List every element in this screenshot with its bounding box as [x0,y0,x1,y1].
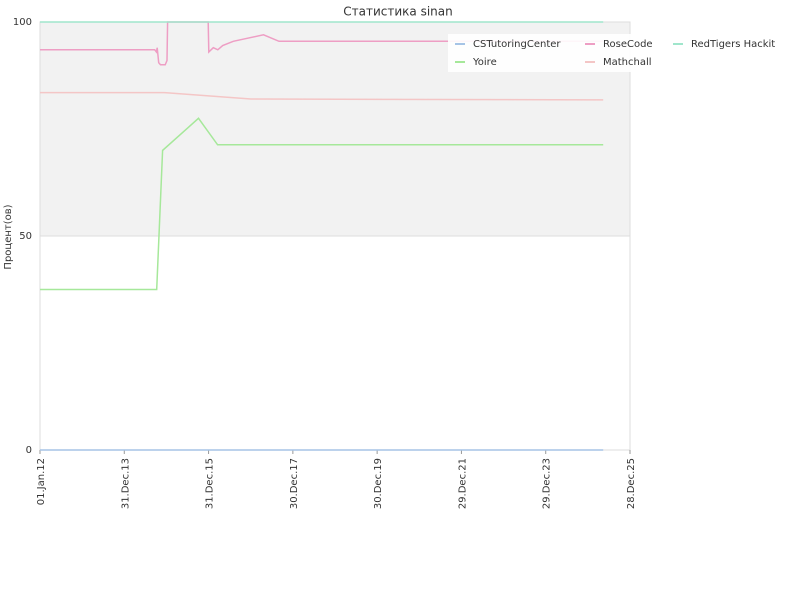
chart-title: Статистика sinan [343,5,452,19]
legend-label: RoseCode [603,39,653,50]
y-tick-label: 100 [13,17,32,28]
legend-label: Yoire [472,57,497,68]
series-line [40,117,604,291]
legend-label: CSTutoringCenter [473,39,561,50]
legend-label: RedTigers Hackit [691,39,775,50]
y-tick-label: 50 [19,231,32,242]
legend: CSTutoringCenter Yoire RoseCode Mathchall Re… [448,34,788,72]
x-tick-label: 30.Dec.19 [373,458,384,509]
x-tick-label: 01.Jan.12 [36,458,47,505]
y-axis-label: Процент(ов) [3,204,14,269]
x-tick-label: 29.Dec.23 [542,458,553,509]
x-tick-label: 31.Dec.15 [205,458,216,509]
x-tick-label: 31.Dec.13 [120,458,131,509]
legend-label: Mathchall [603,57,652,68]
x-tick-label: 29.Dec.21 [457,458,468,509]
legend-box [448,34,788,72]
x-tick-label: 28.Dec.25 [626,458,637,509]
y-tick-label: 0 [26,445,32,456]
series-line [40,91,604,101]
x-tick-label: 30.Dec.17 [289,458,300,509]
